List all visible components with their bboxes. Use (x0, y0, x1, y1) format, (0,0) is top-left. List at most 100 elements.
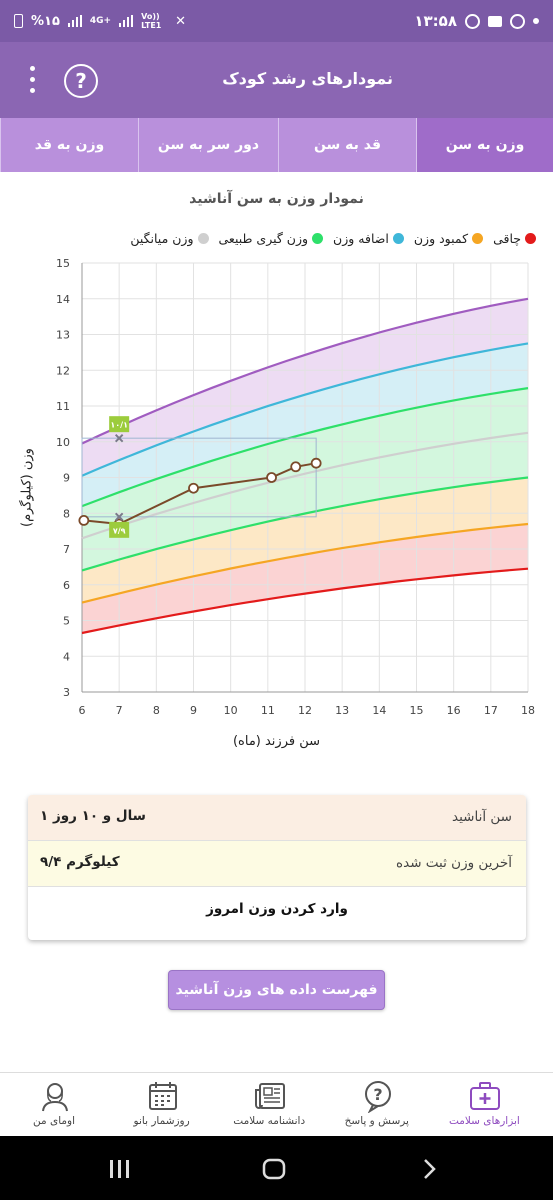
page-title: نمودارهای رشد کودک (222, 69, 393, 88)
status-time: ۱۳:۵۸ (414, 12, 457, 30)
svg-text:?: ? (373, 1085, 382, 1104)
nav-label: روزشمار بانو (133, 1115, 190, 1127)
legend-dot (525, 233, 536, 244)
mute-icon: ✕ (175, 13, 187, 29)
message-icon (488, 15, 502, 27)
x-tick-label: 15 (410, 704, 424, 717)
question-bubble-icon: ? (364, 1081, 391, 1113)
nav-label: ابزارهای سلامت (448, 1115, 520, 1127)
network-type: 4G+ (89, 16, 112, 26)
x-tick-label: 11 (261, 704, 275, 717)
last-weight-value: ۹/۴ کیلوگرم (40, 854, 120, 870)
percentile-curve (81, 342, 529, 477)
nav-health-tools[interactable]: ابزارهای سلامت (430, 1073, 538, 1137)
legend-label: اضافه وزن (333, 231, 389, 246)
y-tick-label: 5 (63, 615, 70, 628)
legend-dot (392, 233, 404, 244)
weight-list-button[interactable]: فهرست داده های وزن آناشید (168, 970, 385, 1010)
chart-tabs: وزن به سن قد به سن دور سر به سن وزن به ق… (0, 118, 553, 172)
nav-label: دانشنامه سلامت (233, 1115, 306, 1127)
legend-item-underweight[interactable]: کمبود وزن (413, 231, 484, 246)
x-tick-label: 10 (224, 704, 238, 717)
legend-label: وزن میانگین (130, 231, 194, 246)
percentile-curve (81, 567, 529, 635)
y-tick-label: 7 (63, 543, 70, 556)
age-row: سن آناشید ۱ سال و ۱۰ روز (28, 795, 526, 841)
info-card: سن آناشید ۱ سال و ۱۰ روز آخرین وزن ثبت ش… (28, 795, 526, 940)
more-vertical-icon[interactable] (22, 62, 42, 98)
legend-item-normal-gain[interactable]: وزن گیری طبیعی (219, 231, 324, 246)
legend-label: کمبود وزن (413, 231, 469, 246)
percentile-curve (81, 387, 529, 508)
status-right: ۱۳:۵۸ (414, 12, 539, 30)
marker-x (114, 433, 124, 443)
legend-item-overweight[interactable]: اضافه وزن (333, 231, 404, 246)
status-bar: %۱۵ 4G+ Vo)) LTE1 ✕ ۱۳:۵۸ (0, 0, 553, 42)
tab-weight-for-height[interactable]: وزن به قد (0, 118, 138, 172)
nav-calendar[interactable]: روزشمار بانو (108, 1073, 216, 1137)
legend-item-obesity[interactable]: چاقی (493, 231, 536, 246)
sync-icon (510, 13, 525, 29)
x-tick-label: 7 (116, 704, 123, 717)
chart-legend: چاقی کمبود وزن اضافه وزن وزن گیری طبیعی … (6, 231, 536, 246)
y-tick-label: 8 (63, 507, 70, 520)
marker-badge (109, 521, 130, 538)
y-axis-label-wrap: وزن (کیلوگرم) (8, 420, 48, 560)
last-weight-label: آخرین وزن ثبت شده (396, 855, 512, 871)
percentile-curve (81, 522, 529, 604)
age-label: سن آناشید (452, 809, 512, 825)
recent-apps-icon[interactable] (110, 1160, 129, 1178)
y-tick-label: 15 (56, 257, 70, 270)
chart-title: نمودار وزن به سن آناشید (189, 191, 364, 207)
nav-qa[interactable]: ? پرسش و پاسخ (323, 1073, 431, 1137)
legend-dot (472, 233, 484, 244)
y-tick-label: 14 (56, 293, 70, 306)
marker-badge-label: ۷/۹ (113, 526, 126, 535)
legend-item-average[interactable]: وزن میانگین (130, 231, 209, 246)
system-nav-bar (0, 1136, 553, 1200)
legend-dot (197, 233, 209, 244)
battery-icon (14, 14, 23, 28)
back-icon[interactable] (424, 1159, 436, 1179)
y-tick-label: 10 (56, 436, 70, 449)
last-weight-row: آخرین وزن ثبت شده ۹/۴ کیلوگرم (28, 841, 526, 887)
signal-icon (67, 15, 82, 27)
y-tick-label: 12 (56, 364, 70, 377)
y-tick-label: 6 (63, 579, 70, 592)
nav-encyclopedia[interactable]: دانشنامه سلامت (215, 1073, 323, 1137)
notification-dot-icon (533, 18, 539, 24)
legend-dot (312, 233, 324, 244)
volte-indicator: Vo)) LTE1 (141, 12, 162, 30)
home-icon[interactable] (262, 1158, 286, 1180)
x-tick-label: 9 (190, 704, 197, 717)
x-tick-label: 6 (79, 704, 86, 717)
tab-height-for-age[interactable]: قد به سن (278, 118, 416, 172)
nav-profile[interactable]: اومای من (0, 1073, 108, 1137)
legend-label: چاقی (493, 231, 521, 246)
tab-head-circumference-for-age[interactable]: دور سر به سن (138, 118, 278, 172)
nav-label: اومای من (33, 1115, 76, 1127)
tab-weight-for-age[interactable]: وزن به سن (416, 118, 553, 172)
y-tick-label: 13 (56, 329, 70, 342)
child-weight-point (266, 472, 277, 483)
x-tick-label: 16 (447, 704, 461, 717)
x-axis-label: سن فرزند (ماه) (232, 734, 321, 749)
marker-badge (109, 416, 130, 433)
help-circle-icon[interactable]: ? (64, 64, 98, 98)
newspaper-icon (255, 1083, 286, 1109)
y-tick-label: 3 (63, 686, 70, 699)
battery-percent: %۱۵ (31, 13, 60, 29)
highlight-box (81, 437, 317, 518)
growth-chart[interactable]: 6 7 8 9 10 11 12 13 14 15 16 17 18 3 4 5 6 7 8 9 10 11 12 13 14 1… (0, 250, 553, 725)
x-tick-label: 13 (335, 704, 349, 717)
child-weight-point (290, 461, 302, 473)
child-weight-point (310, 457, 322, 469)
y-tick-label: 9 (63, 472, 70, 485)
child-weight-point (78, 514, 90, 526)
x-tick-label: 14 (372, 704, 386, 717)
percentile-curve (81, 431, 529, 540)
bottom-nav: ابزارهای سلامت ? پرسش و پاسخ دانشنامه سل… (0, 1072, 553, 1136)
percentile-curve (81, 297, 529, 445)
legend-label: وزن گیری طبیعی (218, 231, 309, 246)
enter-weight-button[interactable]: وارد کردن وزن امروز (206, 901, 348, 917)
